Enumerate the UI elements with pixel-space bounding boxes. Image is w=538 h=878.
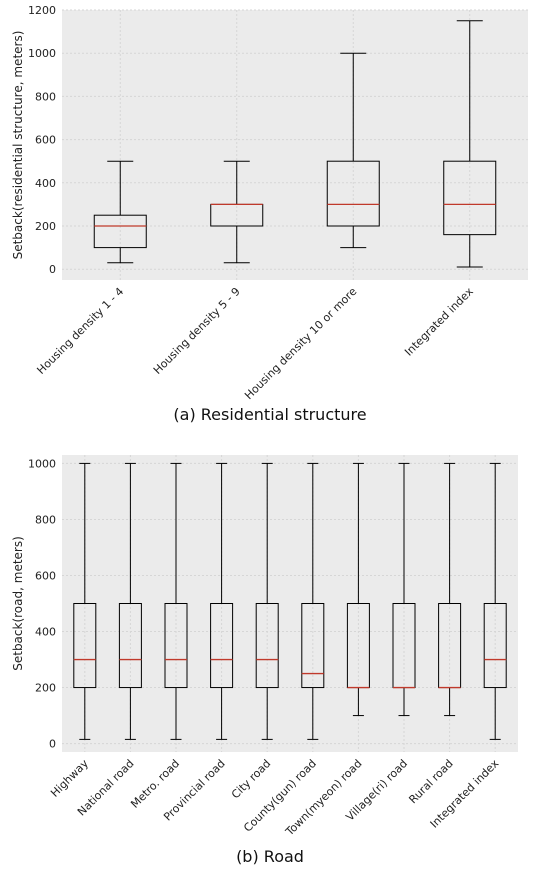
box-6 bbox=[301, 462, 325, 740]
y-tick-label: 0 bbox=[49, 263, 56, 276]
chart-1: 0 200 400 600 800 1000 1200 Setback(residential… bbox=[11, 4, 528, 424]
x-tick-label: Town(myeon) road bbox=[282, 757, 364, 839]
box-iqr bbox=[301, 603, 325, 689]
box-iqr bbox=[483, 603, 507, 689]
box-2 bbox=[210, 160, 264, 264]
y-tick-label: 400 bbox=[35, 177, 56, 190]
y-axis-label: Setback(road, meters) bbox=[11, 536, 25, 671]
box-iqr bbox=[164, 603, 188, 689]
y-tick-label: 400 bbox=[35, 626, 56, 639]
x-tick-label: Rural road bbox=[406, 757, 455, 806]
box-8 bbox=[392, 462, 416, 717]
x-tick-label: Highway bbox=[48, 757, 91, 800]
x-tick-label: Housing density 10 or more bbox=[242, 285, 359, 402]
box-2 bbox=[118, 462, 142, 740]
box-iqr bbox=[255, 603, 279, 689]
box-7 bbox=[346, 462, 370, 717]
box-5 bbox=[255, 462, 279, 740]
box-1 bbox=[73, 462, 97, 740]
y-tick-label: 1000 bbox=[28, 47, 56, 60]
y-tick-label: 600 bbox=[35, 134, 56, 147]
x-tick-label: Integrated index bbox=[402, 285, 476, 359]
box-4 bbox=[443, 20, 497, 268]
box-3 bbox=[164, 462, 188, 740]
y-tick-label: 1000 bbox=[28, 457, 56, 470]
chart-caption: (a) Residential structure bbox=[173, 405, 366, 424]
y-tick-label: 800 bbox=[35, 513, 56, 526]
box-iqr bbox=[443, 160, 497, 236]
box-9 bbox=[438, 462, 462, 717]
box-10 bbox=[483, 462, 507, 740]
y-tick-label: 600 bbox=[35, 569, 56, 582]
x-tick-label: City road bbox=[229, 757, 273, 801]
box-iqr bbox=[93, 214, 147, 249]
chart-2: 0 200 400 600 800 1000 Setback(road, meters) Hi… bbox=[11, 455, 518, 866]
x-tick-label: Housing density 1 - 4 bbox=[34, 285, 126, 377]
box-iqr bbox=[326, 160, 380, 227]
x-tick-label: Housing density 5 - 9 bbox=[151, 285, 243, 377]
y-tick-label: 200 bbox=[35, 220, 56, 233]
y-tick-label: 0 bbox=[49, 738, 56, 751]
plot-area bbox=[62, 10, 528, 280]
box-3 bbox=[326, 52, 380, 249]
y-axis-label: Setback(residential structure, meters) bbox=[11, 31, 25, 260]
box-iqr bbox=[210, 603, 234, 689]
box-1 bbox=[93, 160, 147, 264]
box-4 bbox=[210, 462, 234, 740]
box-iqr bbox=[73, 603, 97, 689]
y-tick-label: 800 bbox=[35, 90, 56, 103]
box-iqr bbox=[118, 603, 142, 689]
y-tick-label: 1200 bbox=[28, 4, 56, 17]
y-tick-label: 200 bbox=[35, 682, 56, 695]
chart-caption: (b) Road bbox=[236, 847, 304, 866]
